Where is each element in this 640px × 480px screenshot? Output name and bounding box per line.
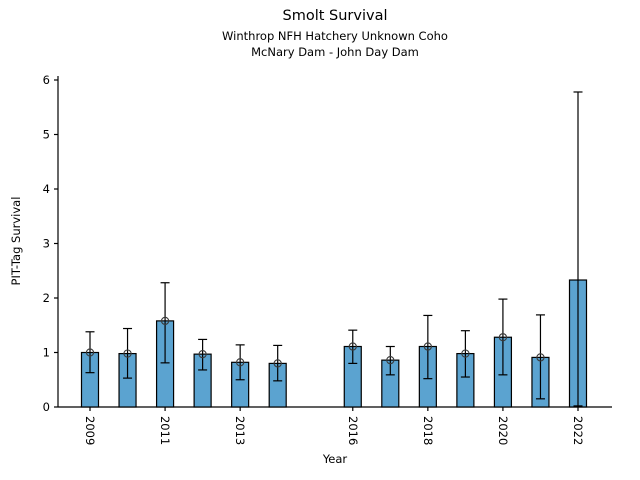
marker-2016 (348, 342, 357, 351)
y-tick-label-4: 4 (43, 182, 50, 196)
marker-2019 (461, 349, 470, 358)
x-tick-label-2016: 2016 (346, 416, 360, 445)
marker-2017 (386, 355, 395, 365)
x-tick-label-2011: 2011 (158, 416, 172, 445)
y-tick-label-1: 1 (43, 346, 50, 360)
chart-subtitle-line1: Winthrop NFH Hatchery Unknown Coho (222, 29, 448, 43)
marker-2011 (160, 316, 170, 326)
y-tick-label-6: 6 (43, 73, 50, 87)
y-tick-label-5: 5 (43, 128, 50, 142)
y-tick-label-3: 3 (43, 237, 50, 251)
marker-2009 (85, 348, 95, 357)
marker-2021 (536, 353, 545, 362)
x-axis-label: Year (322, 452, 348, 466)
marker-2020 (498, 333, 508, 342)
y-tick-label-0: 0 (43, 400, 50, 414)
x-tick-label-2009: 2009 (83, 416, 97, 445)
x-tick-label-2020: 2020 (496, 416, 510, 445)
marker-2018 (423, 342, 432, 351)
marker-2014 (273, 359, 282, 368)
marker-2012 (198, 349, 207, 359)
y-axis-label: PIT-Tag Survival (9, 196, 23, 286)
marker-2010 (123, 349, 132, 358)
chart-title: Smolt Survival (282, 8, 388, 24)
x-tick-label-2022: 2022 (571, 416, 585, 445)
marker-2013 (236, 358, 245, 367)
x-tick-label-2013: 2013 (233, 416, 247, 445)
x-tick-label-2018: 2018 (421, 416, 435, 445)
y-tick-label-2: 2 (43, 291, 50, 305)
chart-subtitle-line2: McNary Dam - John Day Dam (251, 45, 419, 59)
